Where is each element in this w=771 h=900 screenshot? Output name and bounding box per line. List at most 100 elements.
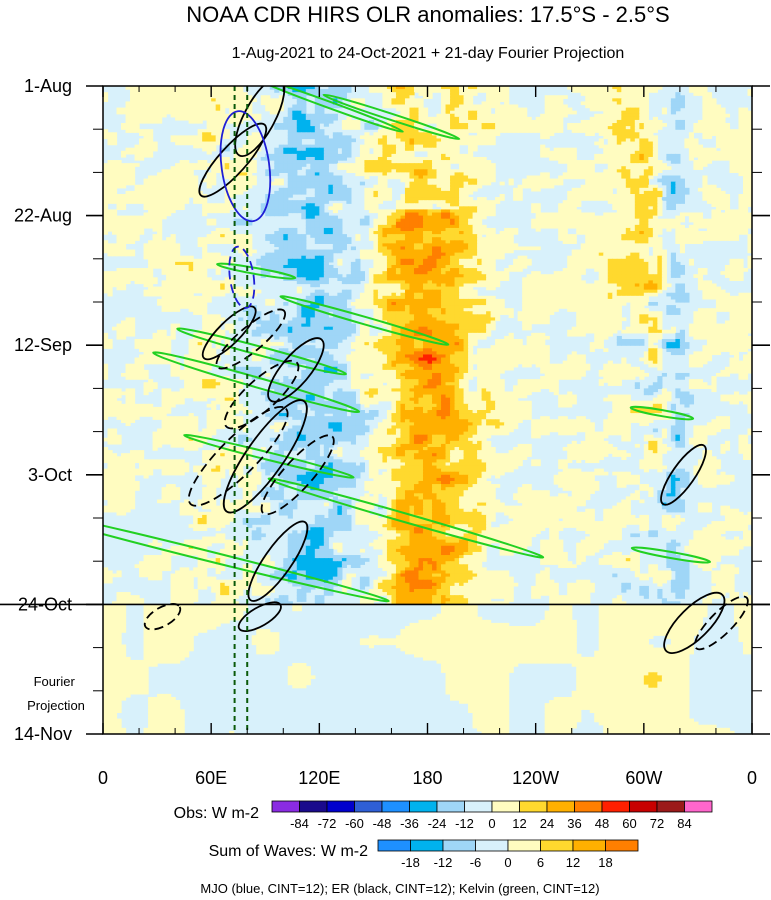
anomaly-cell [468,209,474,214]
anomaly-cell [413,107,420,112]
anomaly-cell [621,224,627,229]
anomaly-cell [594,187,600,192]
anomaly-cell [409,200,415,204]
anomaly-cell [184,95,190,99]
anomaly-cell [715,138,722,143]
anomaly-cell [125,169,131,173]
anomaly-cell [175,190,181,195]
anomaly-cell [450,107,456,112]
anomaly-cell [310,156,316,161]
anomaly-cell [603,172,609,177]
anomaly-cell [490,175,496,180]
anomaly-cell [490,104,496,109]
anomaly-cell [220,160,226,164]
anomaly-cell [450,203,456,207]
anomaly-cell [675,107,681,112]
anomaly-cell [706,113,713,118]
anomaly-cell [233,89,239,93]
anomaly-cell [152,224,158,229]
anomaly-cell [693,163,699,167]
anomaly-cell [504,104,510,109]
anomaly-cell [697,187,704,192]
anomaly-cell [287,172,293,177]
anomaly-cell [706,92,713,96]
anomaly-cell [229,160,235,164]
anomaly-cell [504,107,510,112]
anomaly-cell [386,212,393,217]
anomaly-cell [400,221,406,226]
anomaly-cell [116,252,122,257]
anomaly-cell [130,194,136,198]
anomaly-cell [341,86,347,90]
anomaly-cell [292,153,298,158]
anomaly-cell [332,144,338,149]
anomaly-cell [409,129,415,133]
anomaly-cell [724,231,731,235]
anomaly-cell [287,153,293,158]
anomaly-cell [202,160,208,164]
anomaly-cell [562,240,568,244]
anomaly-cell [161,197,167,201]
anomaly-cell [432,119,438,124]
anomaly-cell [359,156,366,161]
anomaly-cell [130,101,136,106]
anomaly-cell [278,95,284,99]
anomaly-cell [116,197,122,201]
anomaly-cell [206,206,212,211]
anomaly-cell [526,123,532,127]
anomaly-cell [206,126,212,130]
anomaly-cell [441,150,447,155]
anomaly-cell [274,156,280,161]
anomaly-cell [278,187,284,192]
anomaly-cell [454,224,460,229]
anomaly-cell [558,129,564,133]
anomaly-cell [251,116,257,121]
anomaly-cell [531,218,537,223]
anomaly-cell [269,209,275,214]
anomaly-cell [733,132,740,136]
anomaly-cell [630,184,636,189]
anomaly-cell [296,132,302,136]
anomaly-cell [621,218,627,223]
anomaly-cell [643,107,649,112]
anomaly-cell [418,209,424,214]
anomaly-cell [670,175,676,180]
anomaly-cell [679,212,685,217]
anomaly-cell [720,206,726,211]
anomaly-cell [607,178,613,183]
anomaly-cell [202,101,208,106]
anomaly-cell [139,92,145,96]
anomaly-cell [463,209,469,214]
anomaly-cell [409,224,415,229]
anomaly-cell [463,187,469,192]
anomaly-cell [652,147,658,152]
anomaly-cell [247,169,253,173]
anomaly-cell [166,212,172,217]
anomaly-cell [157,119,163,124]
anomaly-cell [364,141,370,146]
anomaly-cell [170,89,176,93]
anomaly-cell [603,107,609,112]
anomaly-cell [287,123,293,127]
anomaly-cell [742,203,749,207]
anomaly-cell [269,194,275,198]
anomaly-cell [589,95,595,99]
anomaly-cell [224,160,230,164]
anomaly-cell [368,203,375,207]
anomaly-cell [490,141,496,146]
anomaly-cell [404,144,411,149]
anomaly-cell [103,132,109,136]
anomaly-cell [571,147,577,152]
anomaly-cell [292,123,298,127]
anomaly-cell [238,221,244,226]
anomaly-cell [292,138,298,143]
anomaly-cell [535,203,541,207]
anomaly-cell [157,110,163,115]
anomaly-cell [413,89,420,93]
anomaly-cell [540,116,546,121]
anomaly-cell [625,209,631,214]
anomaly-cell [733,150,740,155]
anomaly-cell [382,181,388,186]
anomaly-cell [143,113,149,118]
